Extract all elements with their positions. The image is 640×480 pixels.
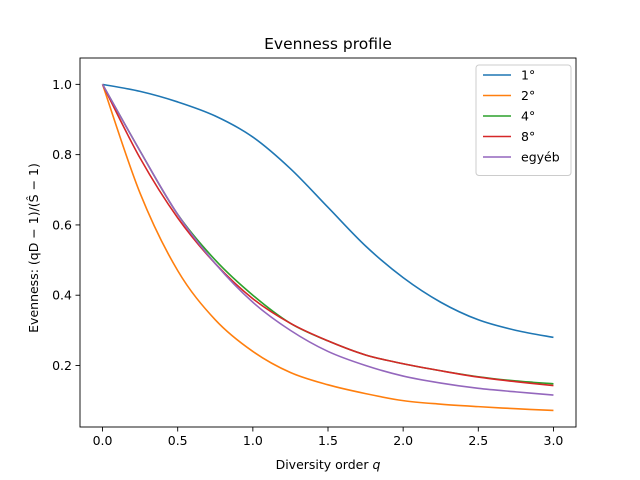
series-line	[101, 83, 554, 387]
y-tick-label: 0.2	[52, 358, 72, 373]
chart-title: Evenness profile	[264, 35, 392, 53]
y-tick-label: 1.0	[52, 77, 72, 92]
x-tick-label: 0.0	[93, 433, 113, 448]
x-axis-label: Diversity order q	[276, 457, 381, 472]
y-tick-label: 0.8	[52, 147, 72, 162]
legend: 1° 2° 4° 8° egyéb	[475, 64, 572, 176]
legend-entry: 1°	[521, 68, 535, 83]
x-tick-label: 1.0	[243, 433, 263, 448]
legend-entry: 4°	[521, 109, 535, 124]
y-tick-label: 0.6	[52, 217, 72, 232]
series-layer	[101, 83, 554, 412]
legend-entry: 2°	[521, 88, 535, 103]
legend-box	[475, 64, 572, 176]
x-tick-label: 3.0	[544, 433, 564, 448]
y-tick-label: 0.4	[52, 288, 72, 303]
x-axis: 0.0 0.5 1.0 1.5 2.0 2.5 3.0	[93, 427, 564, 448]
legend-entry: 8°	[521, 129, 535, 144]
series-line	[101, 84, 554, 412]
x-tick-label: 0.5	[168, 433, 188, 448]
y-axis-label: Evenness: (qD − 1)/(Ŝ − 1)	[26, 163, 41, 333]
x-tick-label: 2.5	[468, 433, 488, 448]
legend-entry: egyéb	[521, 150, 560, 165]
series-line	[101, 83, 554, 396]
series-line	[102, 83, 554, 339]
x-tick-label: 1.5	[318, 433, 338, 448]
y-axis: 0.2 0.4 0.6 0.8 1.0	[52, 77, 80, 373]
x-tick-label: 2.0	[393, 433, 413, 448]
